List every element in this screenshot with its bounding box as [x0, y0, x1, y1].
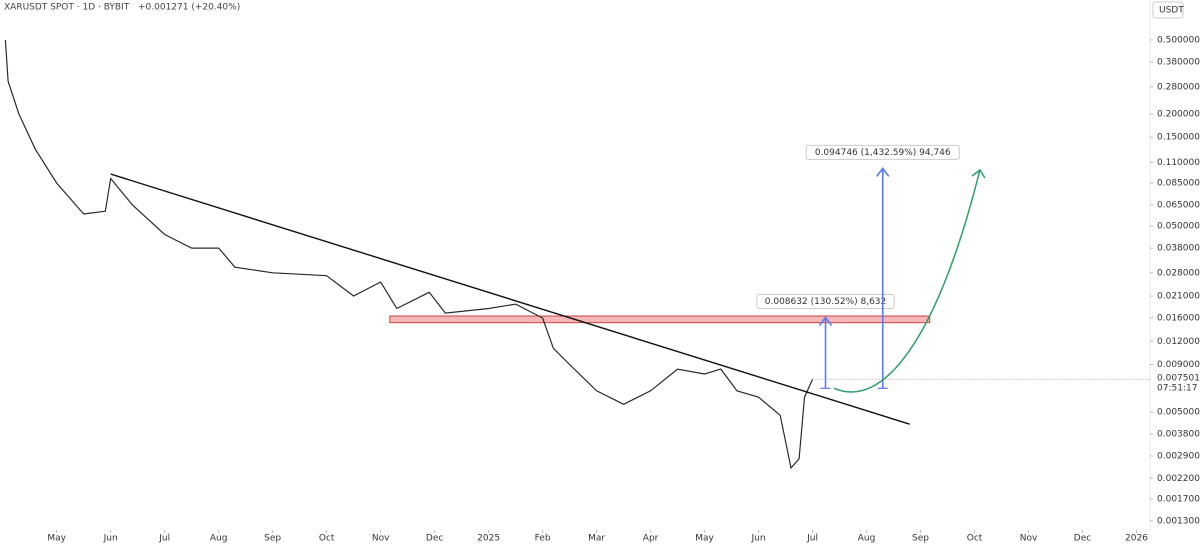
y-tick-label: 0.150000	[1157, 133, 1200, 143]
y-tick-label: 0.038000	[1157, 244, 1200, 254]
y-tick-label: 0.050000	[1157, 221, 1200, 231]
y-tick-label: 0.001300	[1157, 516, 1200, 526]
x-tick-label: Feb	[535, 534, 551, 544]
y-tick-label: 0.085000	[1157, 179, 1200, 189]
x-tick-label: Aug	[210, 534, 228, 544]
y-tick-label: 0.110000	[1157, 158, 1200, 168]
arrow-head	[876, 167, 890, 177]
y-tick-label: 0.500000	[1157, 35, 1200, 45]
y-tick-label: 0.021000	[1157, 292, 1200, 302]
x-tick-label: Oct	[319, 534, 335, 544]
projection-curve	[833, 169, 981, 393]
y-tick-label: 0.002200	[1157, 474, 1200, 484]
resistance-zone	[389, 315, 931, 324]
x-tick-label: Apr	[643, 534, 659, 544]
x-tick-label: Sep	[912, 534, 929, 544]
y-tick-label: 0.065000	[1157, 200, 1200, 210]
measure-label: 0.008632 (130.52%) 8,632	[765, 297, 887, 307]
chart-title: XARUSDT SPOT · 1D · BYBIT	[4, 3, 130, 13]
y-tick-label: 0.016000	[1157, 314, 1200, 324]
price-line	[4, 39, 814, 470]
x-tick-label: 2025	[477, 534, 500, 544]
y-tick-label: 0.028000	[1157, 268, 1200, 278]
y-tick-label: 0.001700	[1157, 495, 1200, 505]
y-tick-label: 0.200000	[1157, 109, 1200, 119]
price-change: +0.001271 (+20.40%)	[138, 3, 240, 13]
x-tick-label: Dec	[1074, 534, 1091, 544]
last-price: 0.007501	[1157, 374, 1200, 384]
x-tick-label: Jun	[751, 534, 766, 544]
measure-label: 0.094746 (1,432.59%) 94,746	[815, 148, 951, 158]
currency: USDT	[1159, 6, 1184, 16]
y-tick-label: 0.005000	[1157, 407, 1200, 417]
measure-label-box	[756, 294, 895, 310]
x-tick-label: May	[695, 534, 714, 544]
x-tick-label: Jul	[806, 534, 818, 544]
x-tick-label: Mar	[588, 534, 605, 544]
x-tick-label: Jun	[103, 534, 118, 544]
measure-label-box	[805, 144, 960, 160]
x-tick-label: Nov	[372, 534, 390, 544]
x-tick-label: May	[47, 534, 66, 544]
last-price-box	[1152, 372, 1200, 395]
x-tick-label: Sep	[264, 534, 281, 544]
x-tick-label: Dec	[426, 534, 443, 544]
x-tick-label: Nov	[1020, 534, 1038, 544]
x-tick-label: 2026	[1125, 534, 1148, 544]
x-tick-label: Oct	[967, 534, 983, 544]
x-tick-label: Aug	[858, 534, 876, 544]
y-tick-label: 0.280000	[1157, 82, 1200, 92]
y-tick-label: 0.002900	[1157, 451, 1200, 461]
projection-head	[971, 168, 986, 179]
trendline	[110, 173, 910, 425]
y-tick-label: 0.009000	[1157, 360, 1200, 370]
y-tick-label: 0.003800	[1157, 430, 1200, 440]
x-tick-label: Jul	[158, 534, 170, 544]
arrow-head	[818, 316, 833, 326]
countdown: 07:51:17	[1157, 384, 1197, 394]
y-tick-label: 0.012000	[1157, 337, 1200, 347]
y-tick-label: 0.380000	[1157, 58, 1200, 68]
currency-box	[1152, 1, 1184, 19]
